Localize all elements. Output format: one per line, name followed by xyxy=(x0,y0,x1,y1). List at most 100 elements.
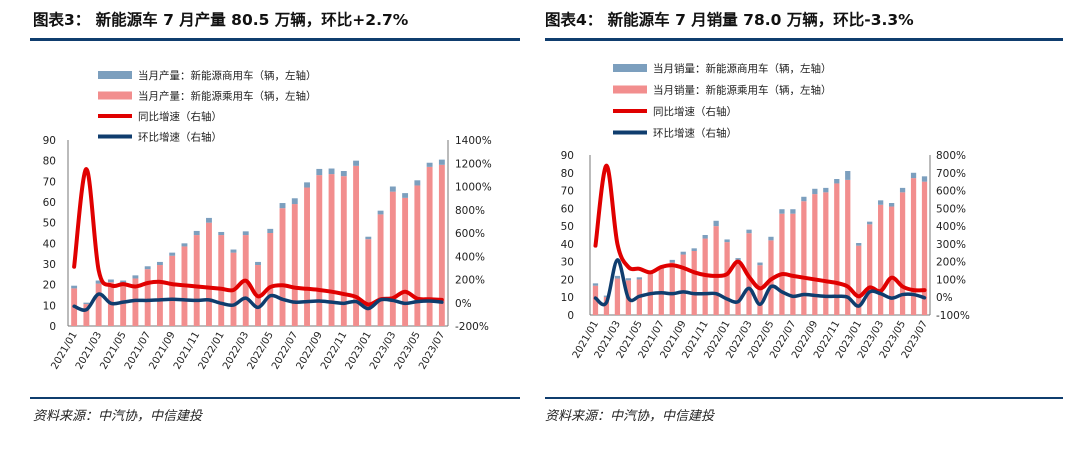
bar-passenger xyxy=(279,208,286,326)
bar-passenger xyxy=(910,178,917,315)
left-axis-tick-label: 90 xyxy=(43,135,56,147)
legend-label: 当月销量：新能源乘用车（辆，左轴） xyxy=(653,84,832,97)
bar-passenger xyxy=(834,183,840,315)
bar-commercial xyxy=(867,221,873,225)
bar-passenger xyxy=(95,283,102,326)
bar-passenger xyxy=(426,166,433,326)
legend-swatch xyxy=(613,85,647,94)
bar-commercial xyxy=(267,228,274,233)
bar-passenger xyxy=(316,175,323,326)
mom-growth-line xyxy=(72,292,444,312)
title-divider xyxy=(30,38,520,41)
bar-commercial xyxy=(812,188,818,195)
left-axis-tick-label: 80 xyxy=(43,156,56,168)
bar-commercial xyxy=(377,210,384,215)
right-axis-tick-label: 200% xyxy=(455,275,485,287)
right-axis-tick-label: 300% xyxy=(936,239,966,251)
bar-passenger xyxy=(340,176,347,326)
bar-passenger xyxy=(402,197,409,326)
bar-passenger xyxy=(899,192,906,315)
bar-passenger xyxy=(614,278,621,315)
bar-commercial xyxy=(132,275,139,279)
right-axis-tick-label: 400% xyxy=(455,251,485,263)
bar-passenger xyxy=(779,213,785,315)
right-axis-tick-label: 800% xyxy=(455,205,485,217)
bar-commercial xyxy=(206,217,212,223)
bar-commercial xyxy=(230,249,237,253)
bar-passenger xyxy=(83,304,90,326)
bar-commercial xyxy=(691,248,697,251)
bar-passenger xyxy=(353,165,360,326)
bar-commercial xyxy=(790,209,796,214)
left-axis-tick-label: 90 xyxy=(561,150,574,162)
bar-passenger xyxy=(132,278,139,326)
bar-commercial xyxy=(389,186,396,192)
bar-commercial xyxy=(625,278,632,281)
left-axis-tick-label: 50 xyxy=(561,221,574,233)
bar-passenger xyxy=(365,239,372,326)
bar-commercial xyxy=(757,262,763,266)
right-axis-tick-label: 1400% xyxy=(455,135,492,147)
bar-commercial xyxy=(834,179,840,184)
right-axis-tick-label: 200% xyxy=(936,257,966,269)
source-divider xyxy=(30,397,520,399)
right-axis-tick-label: 600% xyxy=(936,186,966,198)
sales-chart: 当月销量：新能源商用车（辆，左轴） 当月销量：新能源乘用车（辆，左轴） 同比增速（右… xyxy=(561,62,970,360)
bar-commercial xyxy=(746,229,752,234)
bar-commercial xyxy=(614,275,621,279)
bar-commercial xyxy=(899,187,906,193)
production-chart: 当月产量：新能源商用车（辆，左轴） 当月产量：新能源乘用车（辆，左轴） 同比增速（右… xyxy=(43,69,492,371)
bar-commercial xyxy=(340,171,347,177)
chart-panel-sales: 图表4： 新能源车 7 月销量 78.0 万辆，环比-3.3% 当月销量：新能源… xyxy=(540,0,1080,453)
bar-commercial xyxy=(95,280,102,284)
bar-commercial xyxy=(438,159,445,165)
bar-commercial xyxy=(603,295,610,297)
bar-passenger xyxy=(120,283,127,326)
chart-title: 图表3： 新能源车 7 月产量 80.5 万辆，环比+2.7% xyxy=(33,11,409,29)
bar-commercial xyxy=(414,180,421,186)
left-axis-tick-label: 60 xyxy=(43,197,56,209)
left-axis-tick-label: 50 xyxy=(43,218,56,230)
source-note: 资料来源：中汽协，中信建投 xyxy=(545,409,715,424)
bar-commercial xyxy=(218,231,225,236)
bar-commercial xyxy=(779,209,785,214)
bar-passenger xyxy=(921,181,928,315)
bar-commercial xyxy=(316,168,323,176)
bar-passenger xyxy=(735,259,741,315)
left-axis-tick-label: 40 xyxy=(561,239,574,251)
mom-growth-line xyxy=(593,258,927,308)
bar-commercial xyxy=(856,243,862,246)
bar-commercial xyxy=(193,230,200,236)
bar-passenger xyxy=(823,192,829,315)
bar-commercial xyxy=(910,172,917,179)
bar-commercial xyxy=(291,198,298,205)
bar-passenger xyxy=(156,265,163,326)
bar-commercial xyxy=(169,252,176,256)
right-axis-tick-label: 700% xyxy=(936,168,966,180)
bar-commercial xyxy=(353,160,360,166)
title-divider xyxy=(545,38,1063,41)
bar-commercial xyxy=(328,168,335,175)
source-divider xyxy=(545,397,1063,399)
right-axis-tick-label: 500% xyxy=(936,203,966,215)
bar-commercial xyxy=(592,283,599,286)
bar-commercial xyxy=(636,277,642,280)
source-note: 资料来源：中汽协，中信建投 xyxy=(33,409,203,424)
bar-commercial xyxy=(724,239,730,243)
bar-passenger xyxy=(144,269,151,326)
chart-panel-production: 图表3： 新能源车 7 月产量 80.5 万辆，环比+2.7% 当月产量：新能源… xyxy=(30,11,520,424)
left-axis-tick-label: 10 xyxy=(43,300,56,312)
left-axis-tick-label: 20 xyxy=(43,280,56,292)
bar-passenger xyxy=(878,204,884,315)
right-axis-tick-label: 800% xyxy=(936,150,966,162)
bar-passenger xyxy=(328,174,335,326)
legend-swatch xyxy=(98,91,132,100)
left-axis-tick-label: 20 xyxy=(561,274,574,286)
legend-label: 同比增速（右轴） xyxy=(138,110,222,123)
bar-commercial xyxy=(120,280,127,284)
bar-commercial xyxy=(426,162,433,167)
bar-passenger xyxy=(291,204,298,326)
left-axis-tick-label: 80 xyxy=(561,168,574,180)
right-axis-tick-label: -100% xyxy=(936,310,970,322)
right-axis-tick-label: 600% xyxy=(455,228,485,240)
